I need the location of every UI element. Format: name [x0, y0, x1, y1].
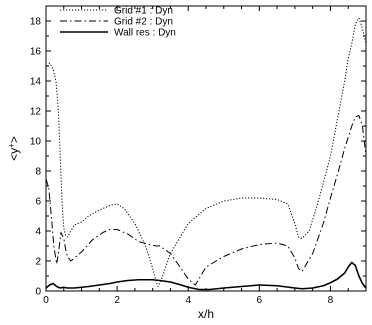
y-tick-label: 12 — [30, 107, 42, 118]
y-tick-label: 4 — [35, 227, 41, 238]
x-tick-label: 6 — [257, 295, 263, 306]
y-axis-label-base: <y — [7, 148, 21, 161]
y-tick-label: 8 — [35, 167, 41, 178]
x-tick-label: 2 — [114, 295, 120, 306]
axis-tick-labels: 0 2 4 6 8 0 2 4 6 8 10 12 14 16 18 — [30, 17, 334, 307]
axis-ticks — [45, 5, 367, 292]
y-tick-label: 10 — [30, 137, 42, 148]
y-tick-label: 6 — [35, 197, 41, 208]
legend-label-3: Wall res : Dyn — [114, 28, 176, 39]
legend-label-1: Grid #1 : Dyn — [114, 6, 173, 17]
x-axis-label: x/h — [198, 307, 214, 321]
y-tick-label: 0 — [35, 287, 41, 298]
series-line-1 — [45, 17, 367, 287]
series-line-2 — [45, 115, 367, 286]
y-axis-label-superscript: + — [7, 143, 16, 148]
y-tick-label: 16 — [30, 47, 42, 58]
plot-frame — [45, 5, 367, 292]
x-tick-label: 4 — [185, 295, 191, 306]
y-axis-label: <y+> — [7, 136, 21, 161]
x-tick-label: 0 — [43, 295, 49, 306]
legend-label-2: Grid #2 : Dyn — [114, 17, 173, 28]
y-tick-label: 2 — [35, 257, 41, 268]
y-tick-label: 14 — [30, 77, 42, 88]
plot-lines — [45, 17, 367, 291]
y-axis-label-end: > — [7, 136, 21, 143]
series-line-3 — [45, 261, 367, 291]
y-tick-label: 18 — [30, 17, 42, 28]
x-tick-label: 8 — [328, 295, 334, 306]
